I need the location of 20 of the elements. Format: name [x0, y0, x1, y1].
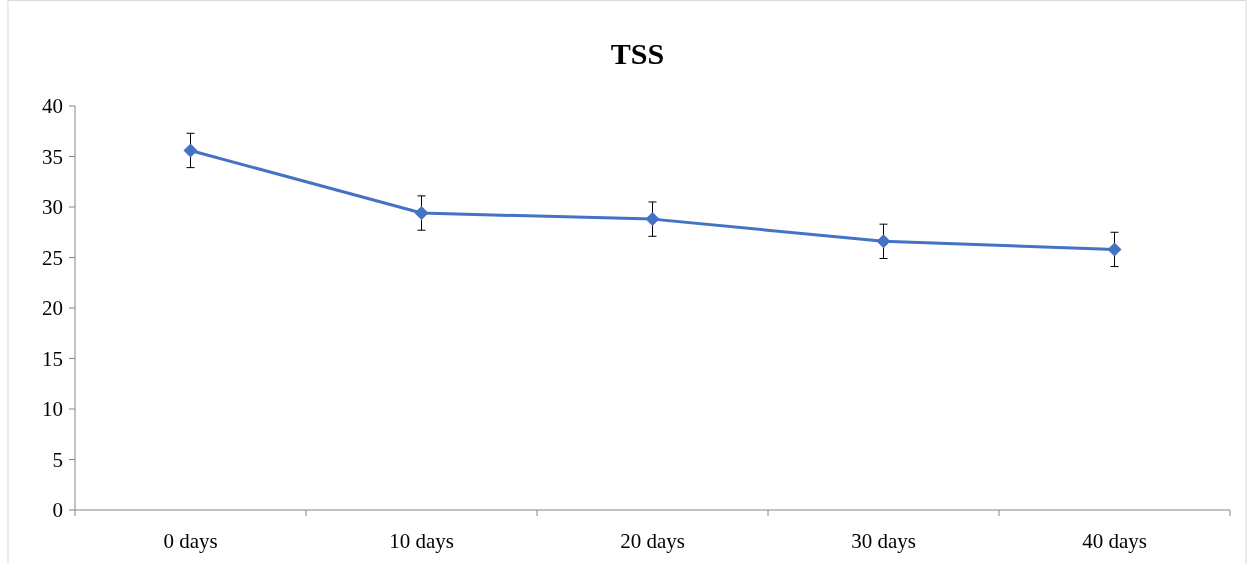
- x-tick-label: 30 days: [851, 529, 916, 553]
- point: [645, 212, 660, 227]
- y-tick-label: 5: [52, 447, 63, 472]
- point: [414, 206, 429, 221]
- point: [183, 143, 198, 158]
- y-tick-label: 35: [42, 144, 63, 169]
- y-tick-label: 15: [42, 346, 63, 371]
- point: [876, 234, 891, 249]
- y-tick-label: 30: [42, 195, 63, 220]
- point: [1107, 242, 1122, 257]
- x-tick-label: 10 days: [389, 529, 454, 553]
- x-tick-label: 20 days: [620, 529, 685, 553]
- y-tick-label: 10: [42, 397, 63, 422]
- x-tick-label: 0 days: [163, 529, 218, 553]
- y-tick-label: 0: [52, 498, 63, 523]
- chart-title: TSS: [610, 37, 665, 70]
- y-tick-label: 20: [42, 296, 63, 321]
- x-tick-label: 40 days: [1082, 529, 1147, 553]
- y-tick-label: 40: [42, 94, 63, 119]
- y-tick-label: 25: [42, 245, 63, 270]
